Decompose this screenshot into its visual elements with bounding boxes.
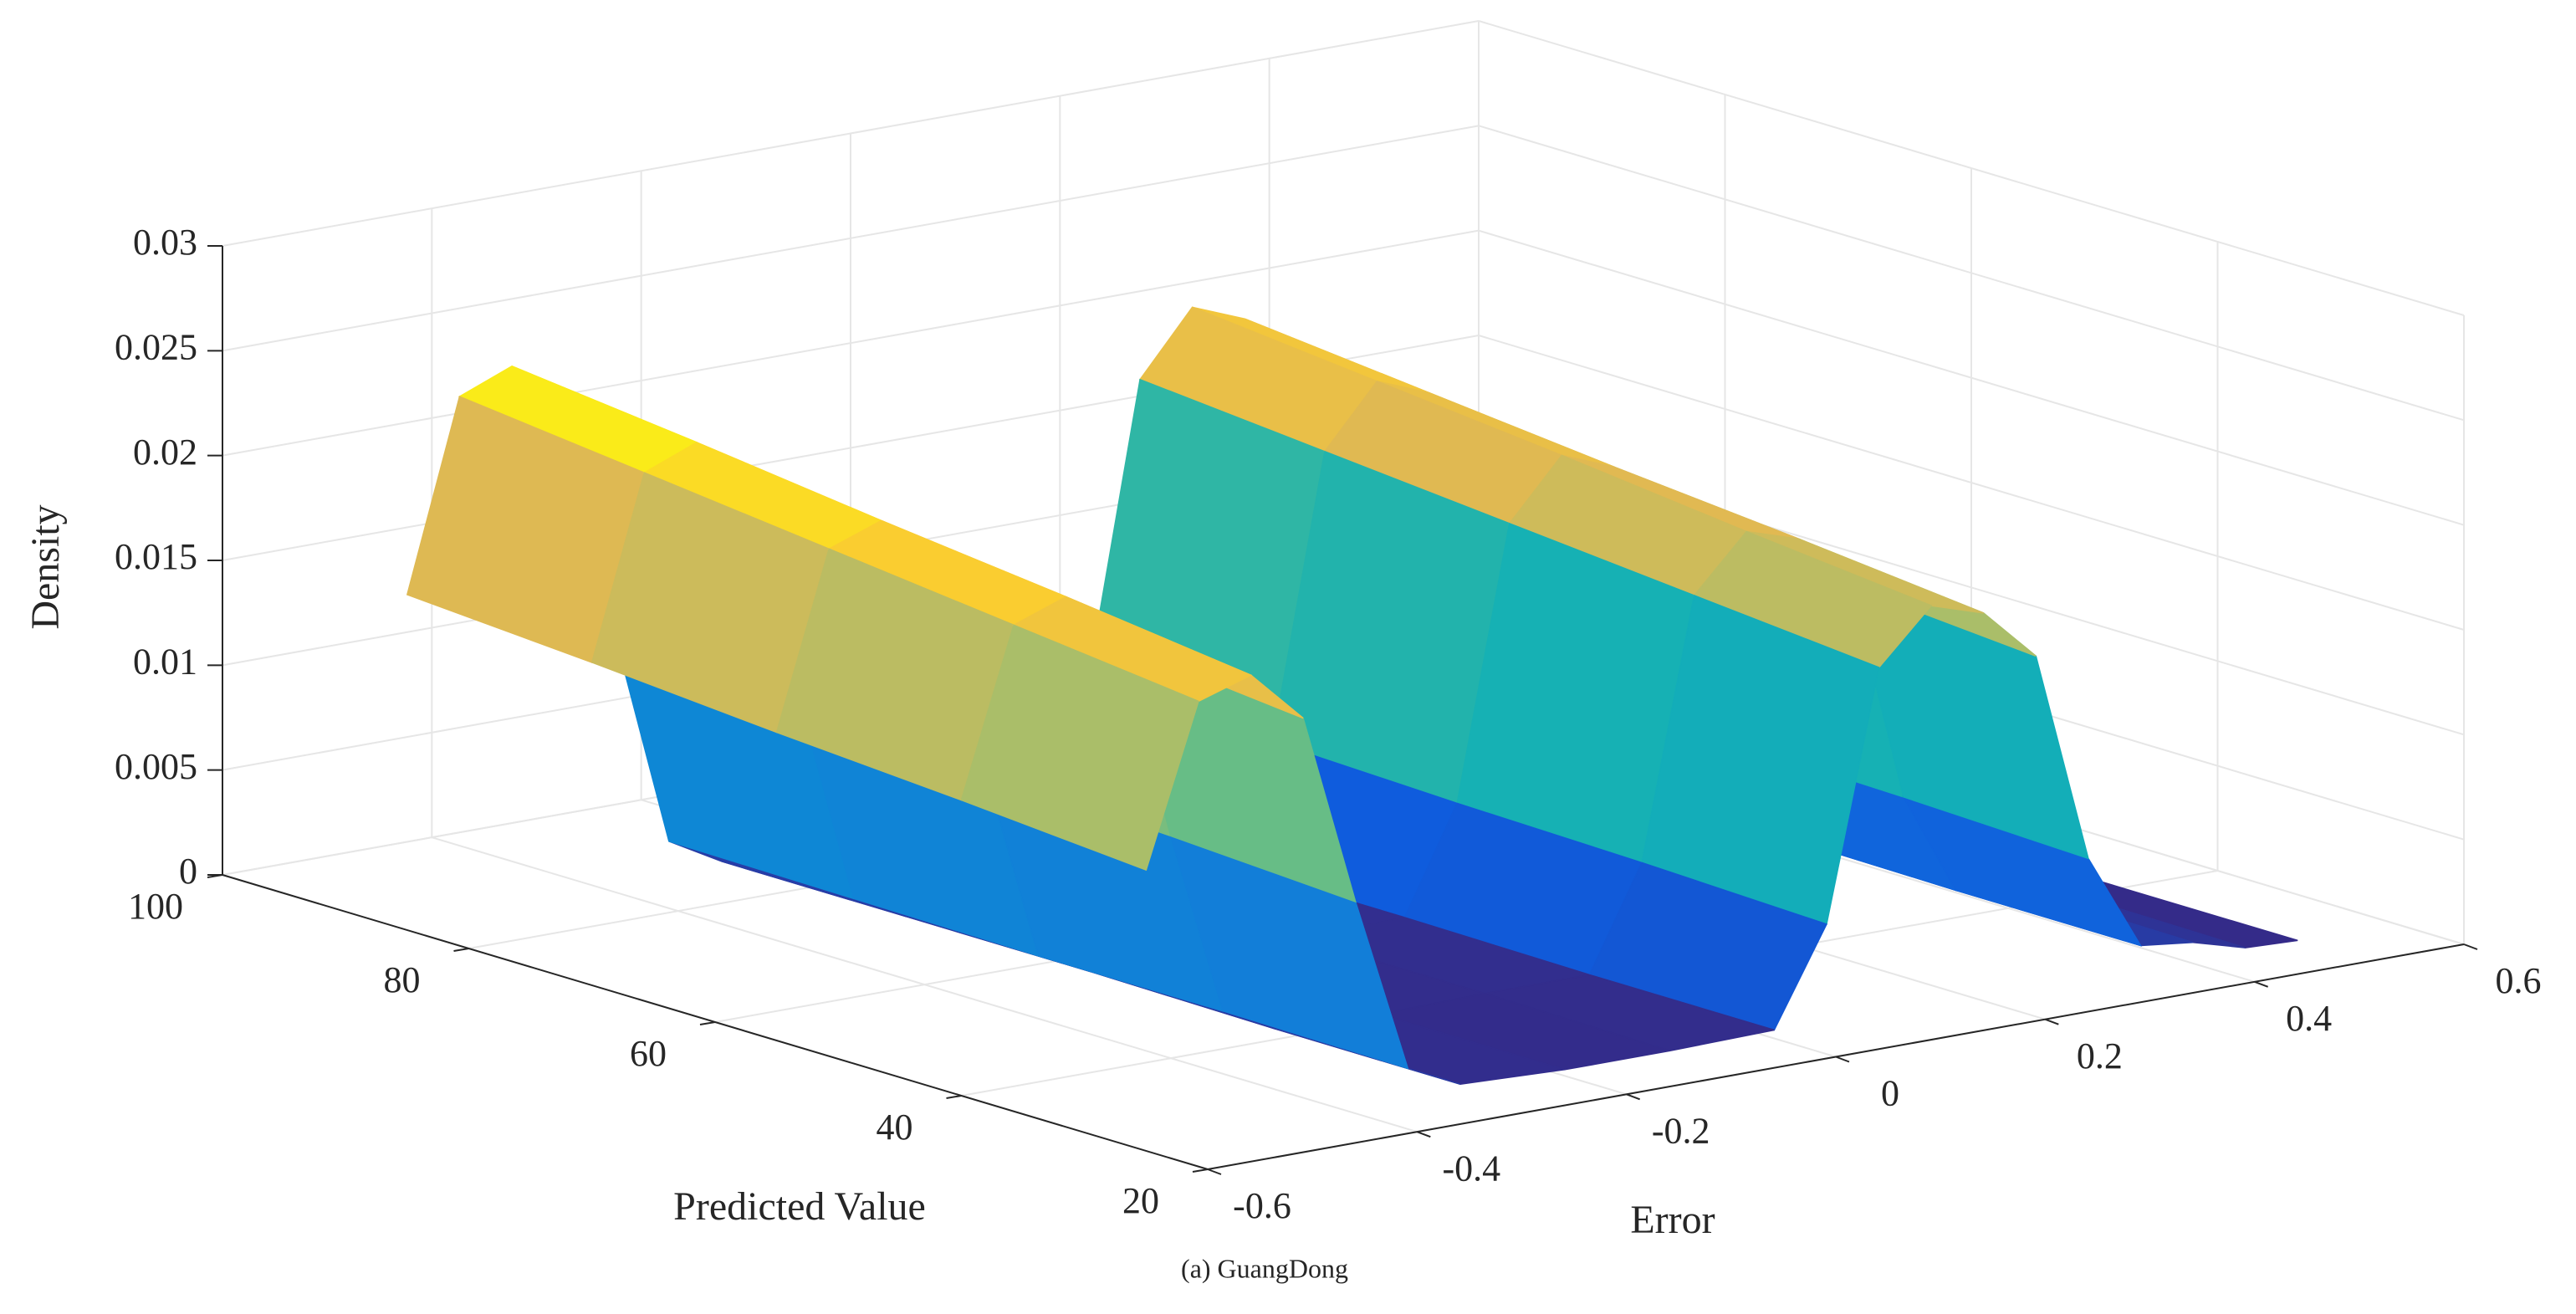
- tick-mark: [1207, 1168, 1222, 1175]
- grid-line: [222, 20, 1480, 247]
- grid-line: [1478, 335, 2465, 631]
- tick-mark: [1835, 1056, 1850, 1063]
- grid-line: [1478, 20, 2465, 316]
- grid-line: [222, 125, 1480, 352]
- tick-mark: [699, 1021, 716, 1025]
- z-tick-label: 0.005: [115, 746, 197, 787]
- tick-mark: [2463, 943, 2478, 950]
- y-tick-label: 60: [630, 1033, 667, 1074]
- z-tick-label: 0.015: [115, 536, 197, 577]
- tick-mark: [2044, 1018, 2059, 1025]
- z-tick-label: 0.01: [133, 641, 197, 682]
- z-tick-label: 0: [179, 851, 197, 892]
- y-tick-label: 80: [384, 959, 421, 1000]
- grid-line: [1478, 229, 2465, 526]
- x-tick-label: 0.6: [2496, 960, 2542, 1001]
- tick-mark: [207, 874, 223, 878]
- x-tick-label: -0.4: [1443, 1148, 1501, 1189]
- y-tick-label: 100: [128, 886, 183, 927]
- y-tick-label: 40: [877, 1107, 913, 1148]
- x-tick-label: 0.4: [2286, 998, 2332, 1039]
- tick-mark: [1192, 1168, 1209, 1173]
- tick-mark: [453, 948, 469, 952]
- y-axis-label: Predicted Value: [673, 1184, 926, 1229]
- x-tick-label: 0.2: [2077, 1035, 2123, 1076]
- surface-patch: [960, 624, 1199, 872]
- x-tick-label: 0: [1881, 1073, 1899, 1114]
- tick-mark: [2254, 980, 2269, 988]
- z-tick-label: 0.02: [133, 432, 197, 473]
- tick-mark: [1626, 1093, 1641, 1101]
- z-axis-label: Density: [23, 504, 68, 629]
- z-tick-label: 0.025: [115, 326, 197, 367]
- grid-line: [1478, 125, 2465, 422]
- tick-mark: [946, 1095, 962, 1099]
- x-tick-label: -0.6: [1233, 1185, 1291, 1226]
- caption: (a) GuangDong: [1181, 1253, 1348, 1283]
- tick-mark: [1416, 1131, 1431, 1138]
- z-tick-label: 0.03: [133, 222, 197, 263]
- grid-line: [222, 229, 1480, 457]
- y-tick-label: 20: [1122, 1180, 1159, 1221]
- x-axis-label: Error: [1630, 1198, 1715, 1242]
- x-tick-label: -0.2: [1652, 1110, 1710, 1151]
